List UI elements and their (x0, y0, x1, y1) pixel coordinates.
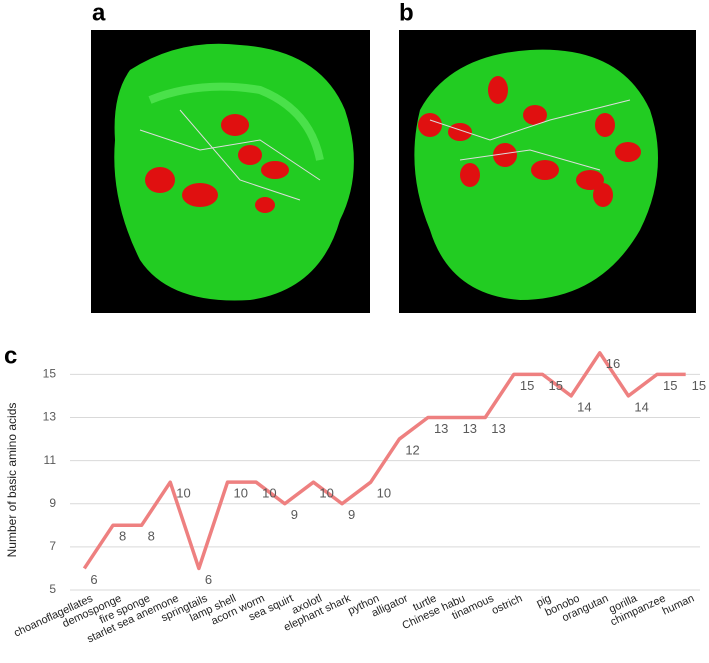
data-label: 10 (319, 486, 333, 501)
panel-label: a (92, 0, 106, 26)
y-tick-label: 5 (49, 582, 56, 596)
data-label: 9 (348, 507, 355, 522)
data-label: 6 (90, 572, 97, 587)
data-label: 10 (262, 486, 276, 501)
data-label: 14 (634, 399, 648, 414)
data-label: 13 (491, 421, 505, 436)
data-label: 6 (205, 572, 212, 587)
data-label: 13 (434, 421, 448, 436)
y-tick-label: 9 (49, 496, 56, 510)
data-label: 12 (405, 442, 419, 457)
x-tick-label: human (661, 592, 697, 617)
y-axis-title: Number of basic amino acids (5, 403, 19, 558)
data-label: 15 (549, 378, 563, 393)
y-tick-label: 15 (43, 367, 57, 381)
data-label: 15 (663, 378, 677, 393)
y-tick-label: 13 (43, 410, 57, 424)
data-label: 16 (606, 356, 620, 371)
x-tick-label: ostrich (490, 592, 524, 617)
data-label: 13 (463, 421, 477, 436)
panel-label: b (399, 0, 414, 26)
data-label: 14 (577, 399, 591, 414)
data-label: 9 (291, 507, 298, 522)
data-label: 8 (148, 529, 155, 544)
data-line (82, 351, 686, 571)
panel-label: c (4, 342, 17, 369)
data-label: 8 (119, 529, 126, 544)
data-label: 15 (520, 378, 534, 393)
line-chart: 579111315choanoflagellatesdemospongefire… (12, 351, 706, 645)
data-label: 10 (176, 486, 190, 501)
molecule-image-a (91, 30, 370, 313)
data-label: 15 (692, 378, 706, 393)
molecule-image-b (399, 30, 696, 313)
y-tick-label: 7 (49, 539, 56, 553)
x-tick-label: pig (535, 592, 553, 609)
y-tick-label: 11 (44, 453, 57, 467)
data-label: 10 (234, 486, 248, 501)
data-label: 10 (377, 486, 391, 501)
